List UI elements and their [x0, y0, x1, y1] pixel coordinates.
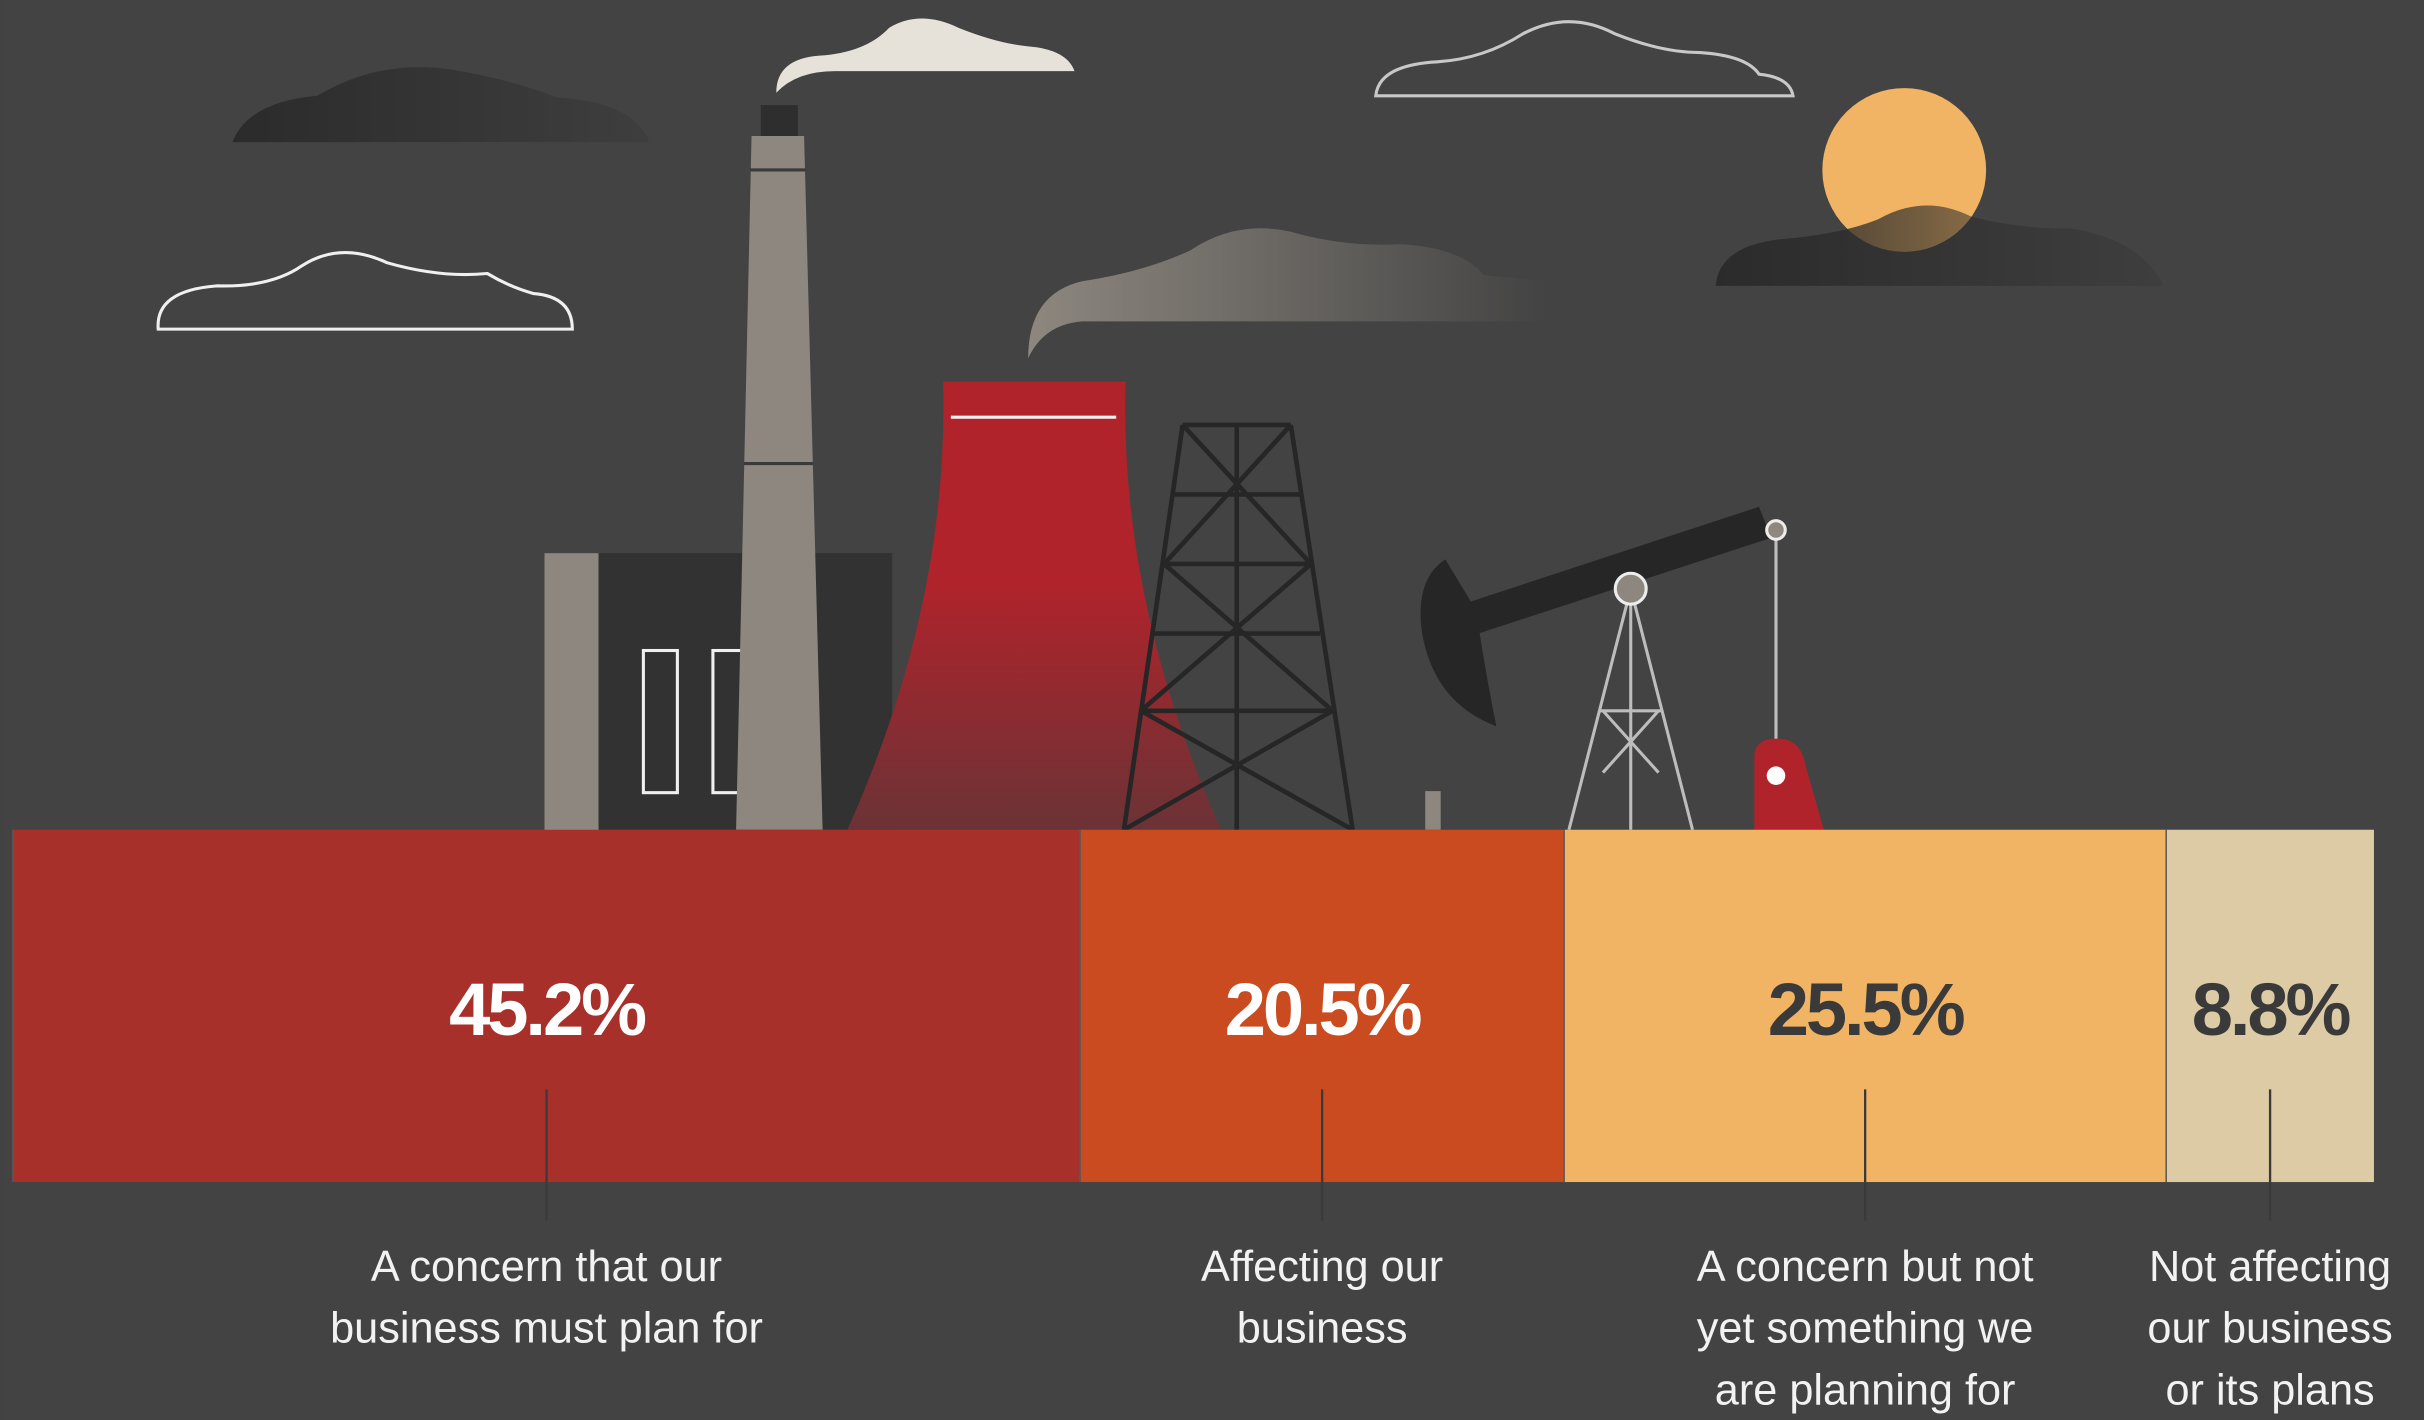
category-label: Affecting our business	[1168, 1236, 1477, 1360]
bar-group: 45.2% A concern that our business must pl…	[13, 830, 2417, 1420]
category-label-box: A concern that our business must plan fo…	[299, 1236, 793, 1420]
value-label: 20.5%	[1225, 968, 1421, 1051]
building	[544, 553, 598, 831]
category-label-box: A concern but not yet something we are p…	[1664, 1236, 2066, 1420]
page: 45.2% A concern that our business must pl…	[0, 0, 2424, 1420]
value-label: 45.2%	[449, 968, 645, 1051]
chart: 45.2% A concern that our business must pl…	[0, 0, 2424, 1420]
category-label: Not affecting our business or its plans	[2123, 1236, 2417, 1420]
chimney-cap	[761, 105, 798, 136]
category-label: A concern that our business must plan fo…	[299, 1236, 793, 1360]
value-label: 8.8%	[2192, 968, 2350, 1051]
category-label: A concern but not yet something we are p…	[1664, 1236, 2066, 1420]
category-label-box: Not affecting our business or its plans	[2123, 1236, 2417, 1420]
category-label-box: Affecting our business	[1168, 1236, 1477, 1420]
value-label: 25.5%	[1768, 968, 1964, 1051]
